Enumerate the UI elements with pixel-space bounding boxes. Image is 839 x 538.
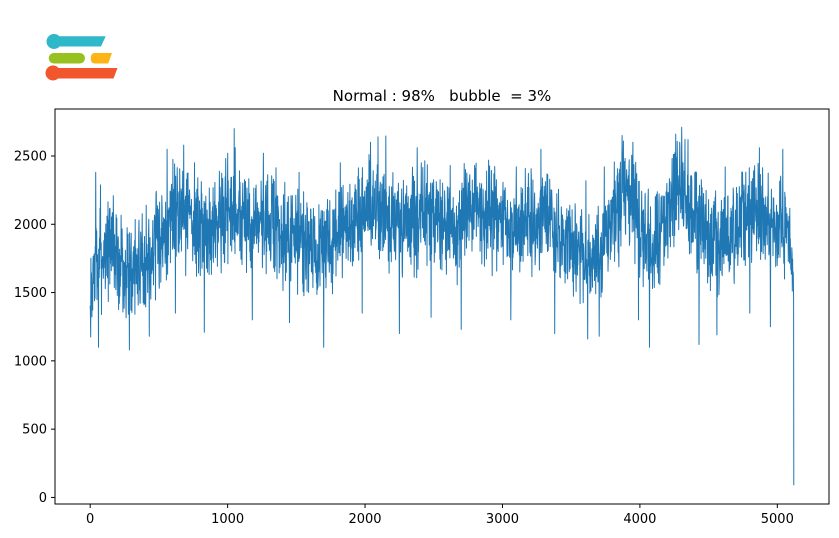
x-tick-label: 0 bbox=[86, 512, 94, 527]
brand-logo bbox=[45, 34, 118, 81]
x-tick-label: 3000 bbox=[486, 512, 519, 527]
y-tick-label: 2000 bbox=[14, 218, 47, 233]
x-tick-label: 1000 bbox=[211, 512, 244, 527]
y-tick-label: 500 bbox=[22, 423, 47, 438]
y-tick-label: 2500 bbox=[14, 149, 47, 164]
axes-spines bbox=[54, 108, 830, 505]
signal-line bbox=[89, 126, 795, 486]
x-tick-label: 4000 bbox=[623, 512, 656, 527]
y-tick-label: 0 bbox=[39, 491, 47, 506]
y-tick-label: 1500 bbox=[14, 286, 47, 301]
chart-title: Normal : 98% bubble = 3% bbox=[332, 87, 552, 105]
logo-teal-bar-icon bbox=[54, 36, 106, 47]
y-tick-label: 1000 bbox=[14, 354, 47, 369]
logo-green-bar-icon bbox=[48, 53, 85, 64]
logo-yellow-bar-icon bbox=[90, 53, 112, 64]
x-tick-label: 5000 bbox=[761, 512, 794, 527]
logo-orange-bar-icon bbox=[53, 68, 118, 79]
x-tick-label: 2000 bbox=[348, 512, 381, 527]
